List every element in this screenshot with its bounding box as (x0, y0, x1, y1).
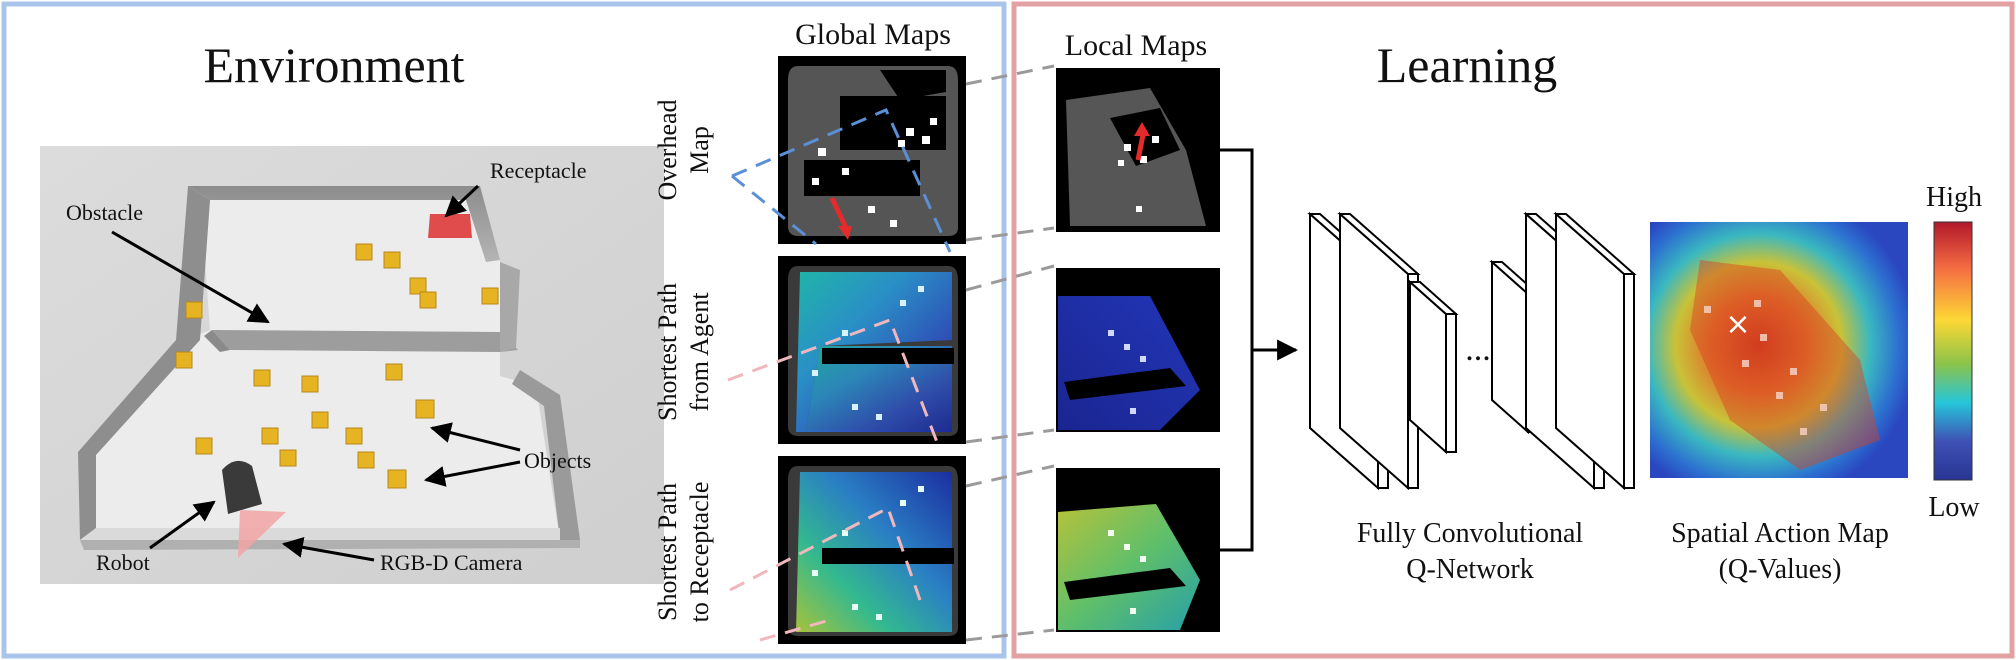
action-map-label-line1: Spatial Action Map (1671, 518, 1889, 549)
local-maps-title: Local Maps (1065, 29, 1207, 62)
objects-arrow-1 (429, 422, 521, 452)
svg-text:Shortest Path: Shortest Path (653, 283, 682, 421)
svg-text:from Agent: from Agent (685, 292, 714, 412)
receptacle-patch (428, 214, 472, 238)
bottom-wall (80, 540, 580, 550)
camera-cone (238, 510, 286, 558)
receptacle-arrow (444, 184, 480, 218)
colorbar-low-label: Low (1928, 492, 1980, 523)
robot-label: Robot (96, 550, 150, 575)
colorbar-high-label: High (1926, 182, 1982, 213)
spatial-action-map: × (1650, 222, 1908, 478)
robot (222, 460, 262, 514)
learning-border (1011, 1, 2015, 659)
obstacle-label: Obstacle (66, 200, 143, 225)
obstacle-wall (212, 330, 518, 352)
svg-text:Map: Map (685, 126, 714, 174)
network-ellipsis: ... (1465, 331, 1491, 368)
svg-text:Overhead: Overhead (653, 99, 682, 200)
best-action-marker: × (1725, 307, 1750, 342)
svg-text:Shortest Path: Shortest Path (653, 483, 682, 621)
obstacle-arrow (111, 230, 270, 324)
colorbar (1933, 221, 1973, 481)
network-label-line1: Fully Convolutional (1357, 518, 1584, 549)
outer-wall-left (78, 186, 210, 540)
local-map-overhead (1056, 68, 1220, 232)
local-map-to-receptacle (1056, 468, 1220, 632)
camera-label: RGB-D Camera (380, 550, 523, 575)
global-row-label-receptacle: Shortest Path to Receptacle (653, 482, 714, 623)
global-maps-title: Global Maps (795, 18, 951, 51)
right-wall (512, 370, 580, 540)
environment-title: Environment (203, 37, 464, 93)
learning-title: Learning (1377, 37, 1557, 93)
objects-label: Objects (524, 448, 591, 473)
camera-arrow (281, 536, 375, 562)
global-row-label-overhead: Overhead Map (653, 99, 714, 200)
local-map-from-agent (1056, 268, 1220, 432)
robot-arrow (149, 500, 216, 550)
floor-edge (80, 528, 560, 540)
global-map-overhead (778, 56, 966, 244)
connectors (727, 64, 1055, 642)
global-row-label-agent: Shortest Path from Agent (653, 283, 714, 421)
middle-wall (500, 262, 520, 352)
svg-text:to Receptacle: to Receptacle (685, 482, 714, 623)
action-map-label-line2: (Q-Values) (1719, 554, 1842, 585)
network-label-line2: Q-Network (1406, 554, 1534, 585)
inner-divider (204, 330, 230, 352)
global-map-to-receptacle (778, 456, 966, 644)
receptacle-label: Receptacle (490, 158, 587, 183)
objects (175, 243, 499, 489)
environment-scene: Receptacle Obstacle Objects Robot RGB-D … (40, 146, 664, 584)
merge-bracket (1220, 148, 1299, 552)
objects-arrow-2 (423, 460, 521, 487)
environment-border (1, 1, 1007, 659)
q-network (1307, 211, 1637, 491)
